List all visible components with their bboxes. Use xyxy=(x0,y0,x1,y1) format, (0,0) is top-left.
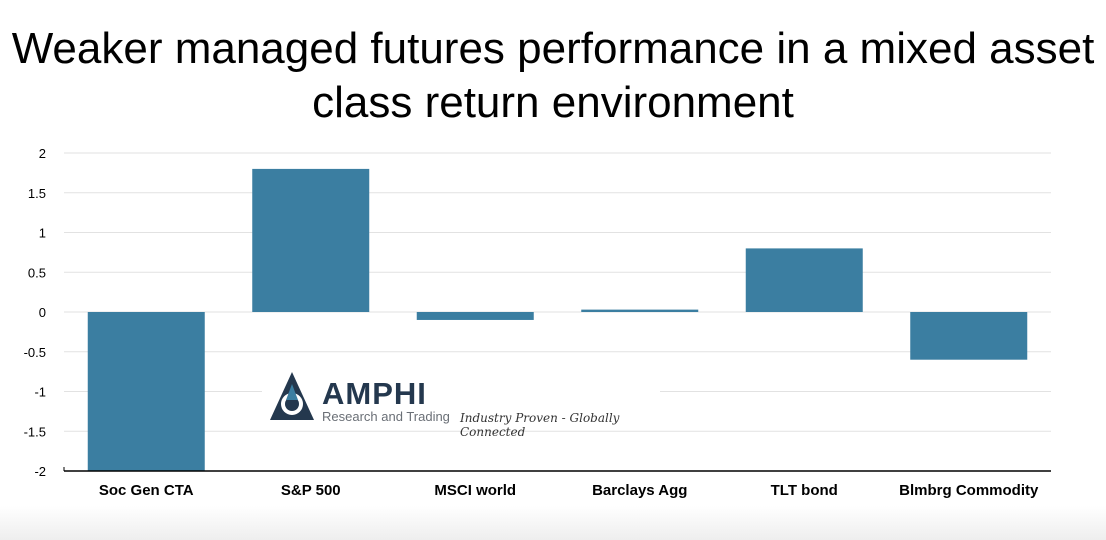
y-tick-label: -0.5 xyxy=(24,345,46,360)
bar xyxy=(910,312,1028,360)
y-tick-label: 1.5 xyxy=(28,186,46,201)
x-tick-label: TLT bond xyxy=(771,482,838,499)
amphi-logo-name: AMPHI xyxy=(322,376,427,411)
amphi-logo-subtitle: Research and Trading xyxy=(322,409,450,424)
x-tick-label: Soc Gen CTA xyxy=(99,482,194,499)
bar xyxy=(87,312,205,471)
y-tick-label: 2 xyxy=(39,146,46,161)
chart-title: Weaker managed futures performance in a … xyxy=(11,24,1095,127)
bar xyxy=(416,312,534,320)
bar xyxy=(581,309,699,312)
axis-labels: 2 1.5 1 0.5 0 -0.5 -1 -1.5 -2 Soc Gen CTA S&P 500 M… xyxy=(24,146,1039,499)
y-tick-label: 0.5 xyxy=(28,265,46,280)
y-tick-label: -1 xyxy=(34,385,46,400)
y-tick-label: 0 xyxy=(39,305,46,320)
x-tick-label: Blmbrg Commodity xyxy=(899,482,1039,499)
x-tick-label: MSCI world xyxy=(434,482,516,499)
y-tick-label: 1 xyxy=(39,226,46,241)
amphi-logo-tagline: Industry Proven - Globally Connected xyxy=(460,411,620,439)
bar xyxy=(252,168,370,312)
axes xyxy=(63,467,1051,472)
y-tick-label: -2 xyxy=(34,464,46,479)
x-tick-label: Barclays Agg xyxy=(592,482,687,499)
bars xyxy=(87,168,1028,471)
y-tick-label: -1.5 xyxy=(24,424,46,439)
bottom-fade xyxy=(0,506,1106,540)
amphi-logo: AMPHI Research and Trading Industry Prov… xyxy=(262,366,660,439)
amphi-logo-icon xyxy=(270,372,314,420)
x-tick-label: S&P 500 xyxy=(281,482,341,499)
bar xyxy=(745,248,863,312)
gridlines xyxy=(64,152,1051,432)
